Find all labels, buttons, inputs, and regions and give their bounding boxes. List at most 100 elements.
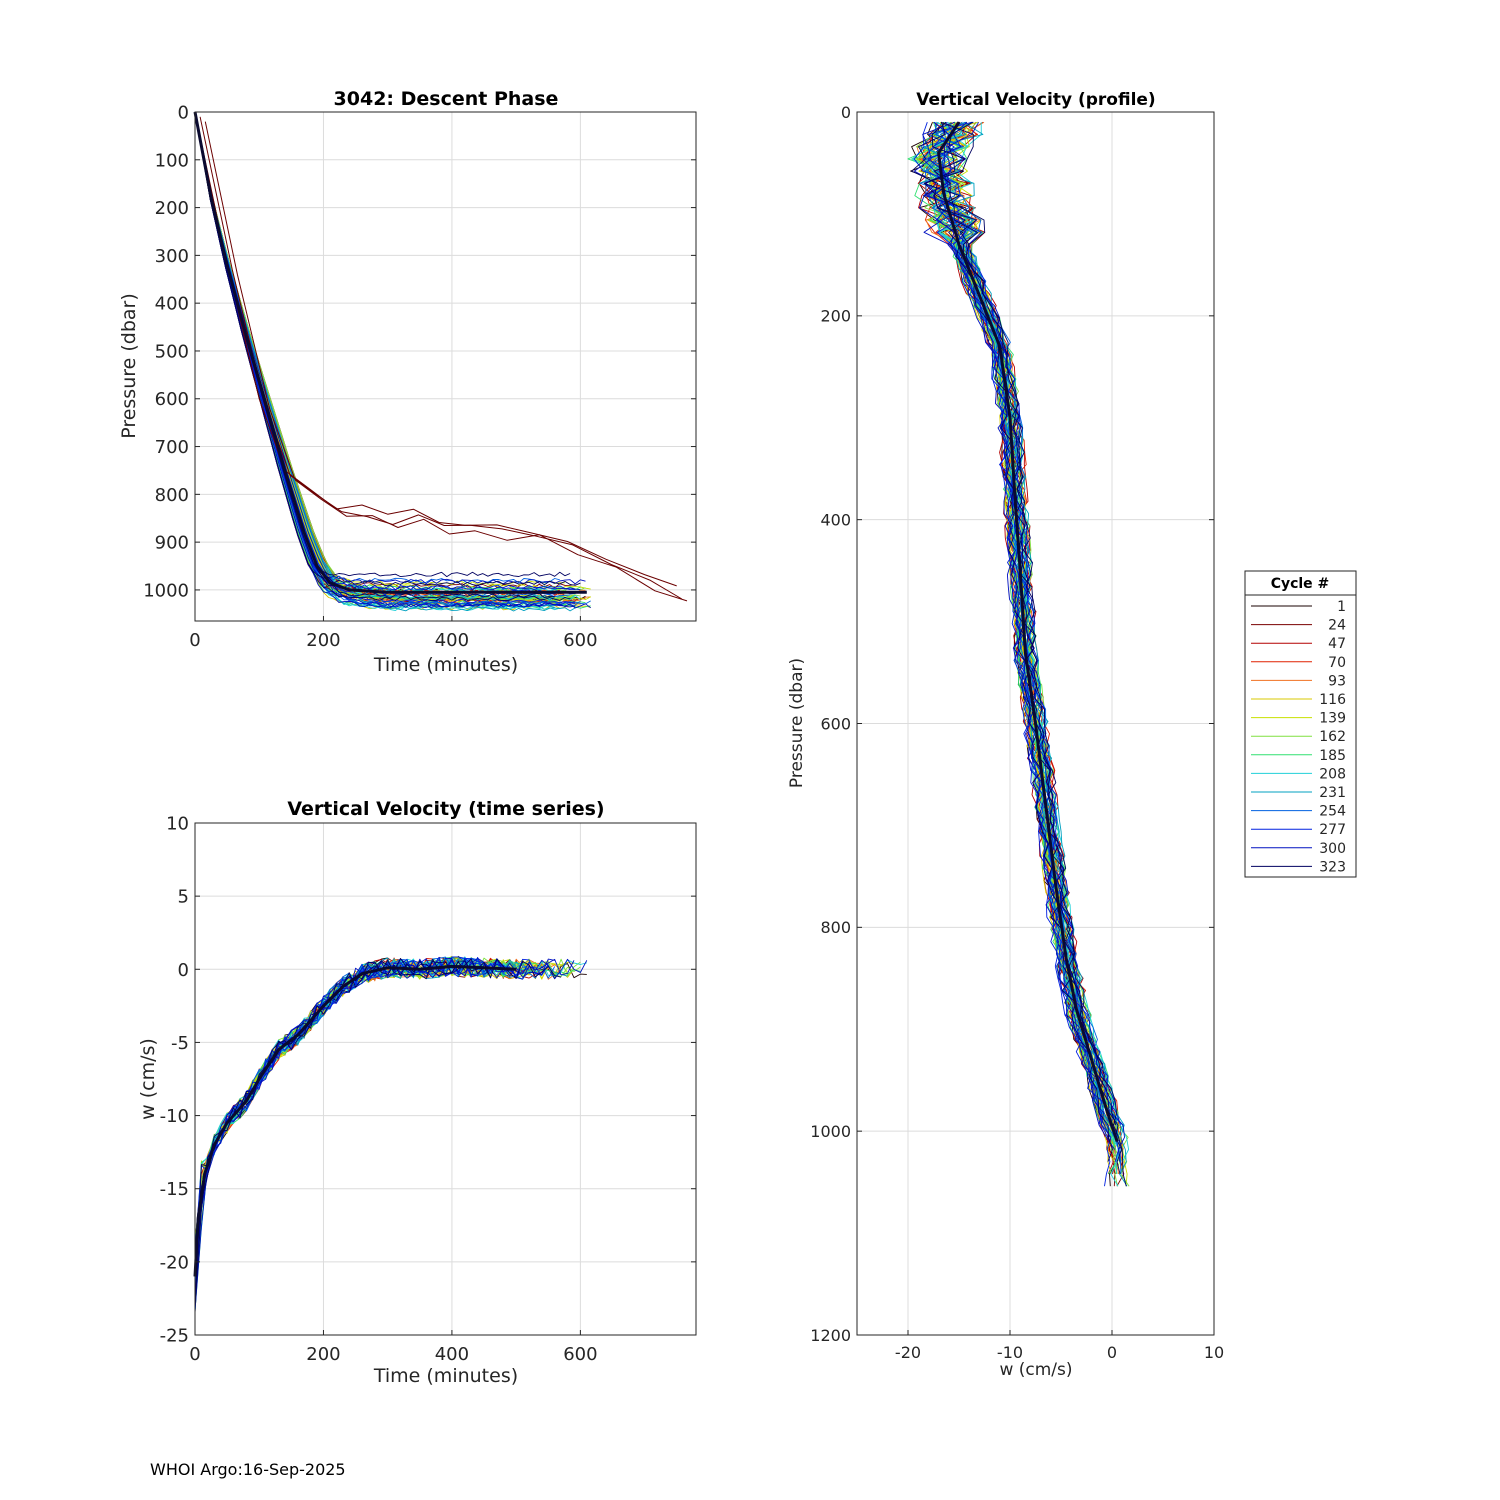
legend-label: 47 bbox=[1328, 636, 1346, 652]
velocity-trace bbox=[194, 957, 549, 1269]
velocity-trace bbox=[194, 955, 575, 1296]
y-tick-label: 700 bbox=[155, 437, 189, 458]
x-tick-label: 0 bbox=[189, 1344, 200, 1365]
y-tick-label: 800 bbox=[155, 485, 189, 506]
y-tick-label: 100 bbox=[155, 150, 189, 171]
legend-label: 208 bbox=[1319, 766, 1346, 782]
legend-label: 300 bbox=[1319, 841, 1346, 857]
timeseries-title: Vertical Velocity (time series) bbox=[287, 798, 604, 820]
legend-label: 1 bbox=[1337, 599, 1346, 615]
velocity-mean-trace bbox=[193, 964, 517, 1277]
y-tick-label: 200 bbox=[155, 198, 189, 219]
timeseries-xlabel: Time (minutes) bbox=[373, 1365, 518, 1387]
velocity-trace bbox=[194, 958, 543, 1306]
y-tick-label: 800 bbox=[820, 918, 851, 937]
legend-label: 323 bbox=[1319, 859, 1346, 875]
velocity-trace bbox=[194, 958, 466, 1308]
descent-title: 3042: Descent Phase bbox=[334, 88, 559, 110]
x-tick-label: 10 bbox=[1204, 1343, 1224, 1362]
profile-trace bbox=[915, 121, 1111, 1138]
y-tick-label: 0 bbox=[841, 103, 851, 122]
legend-label: 139 bbox=[1319, 711, 1346, 727]
velocity-trace bbox=[194, 956, 587, 1253]
velocity-trace bbox=[194, 956, 511, 1313]
velocity-trace bbox=[194, 958, 581, 1304]
velocity-trace bbox=[194, 958, 588, 1275]
descent-axes-box bbox=[194, 111, 697, 622]
footer-credit: WHOI Argo:16-Sep-2025 bbox=[150, 1460, 346, 1479]
velocity-trace bbox=[194, 957, 581, 1299]
velocity-timeseries-panel: 0 200 400 600 10 5 0 -5 -10 -15 -20 -25 Vertical Ve… bbox=[137, 798, 697, 1387]
y-tick-label: 1000 bbox=[143, 580, 189, 601]
y-tick-label: 300 bbox=[155, 246, 189, 267]
velocity-trace bbox=[194, 958, 491, 1308]
descent-trace bbox=[194, 111, 591, 609]
y-tick-label: 600 bbox=[820, 714, 851, 733]
y-tick-label: 400 bbox=[155, 294, 189, 315]
x-tick-label: 400 bbox=[435, 1344, 469, 1365]
x-tick-label: 600 bbox=[563, 1344, 597, 1365]
velocity-trace bbox=[194, 956, 504, 1313]
legend-label: 24 bbox=[1328, 618, 1346, 634]
profile-ylabel: Pressure (dbar) bbox=[787, 658, 807, 788]
descent-mean-trace bbox=[193, 111, 587, 594]
y-tick-label: 5 bbox=[178, 887, 189, 908]
timeseries-grid bbox=[194, 822, 696, 1336]
x-tick-label: 0 bbox=[189, 630, 200, 651]
velocity-trace bbox=[194, 956, 568, 1303]
descent-grid bbox=[194, 111, 696, 621]
velocity-trace bbox=[194, 957, 511, 1287]
profile-series bbox=[907, 121, 1130, 1187]
velocity-trace bbox=[194, 957, 575, 1311]
y-tick-label: 10 bbox=[166, 813, 189, 834]
timeseries-axes-box bbox=[194, 822, 697, 1336]
legend-title: Cycle # bbox=[1271, 576, 1330, 592]
descent-ticks: 0 200 400 600 0 100 200 300 400 500 600 700 800 900 10… bbox=[143, 102, 696, 651]
velocity-trace bbox=[194, 958, 562, 1285]
x-tick-label: 0 bbox=[1107, 1343, 1117, 1362]
profile-xlabel: w (cm/s) bbox=[999, 1360, 1072, 1380]
descent-anomaly-trace bbox=[199, 116, 683, 600]
profile-trace bbox=[911, 122, 1113, 1162]
y-tick-label: 500 bbox=[155, 341, 189, 362]
x-tick-label: 400 bbox=[435, 630, 469, 651]
velocity-trace bbox=[194, 959, 543, 1290]
descent-trace bbox=[194, 111, 576, 608]
velocity-trace bbox=[194, 959, 587, 1296]
x-tick-label: 200 bbox=[306, 1344, 340, 1365]
legend-label: 116 bbox=[1319, 692, 1346, 708]
y-tick-label: 600 bbox=[155, 389, 189, 410]
x-tick-label: 200 bbox=[306, 630, 340, 651]
profile-trace bbox=[913, 121, 1111, 1138]
profile-trace bbox=[931, 121, 1123, 1175]
velocity-trace bbox=[194, 956, 536, 1296]
profile-trace bbox=[924, 121, 1127, 1187]
legend-label: 93 bbox=[1328, 673, 1346, 689]
y-tick-label: -20 bbox=[160, 1252, 189, 1273]
descent-series bbox=[193, 111, 688, 612]
descent-anomaly-trace bbox=[204, 121, 688, 602]
legend-label: 231 bbox=[1319, 785, 1346, 801]
x-tick-label: -20 bbox=[895, 1343, 921, 1362]
legend-entries: 1 24 47 70 93 116 139 162 185 208 231 254 277 300 323 bbox=[1251, 599, 1346, 875]
timeseries-series bbox=[193, 955, 588, 1314]
legend-label: 254 bbox=[1319, 804, 1346, 820]
velocity-trace bbox=[194, 957, 555, 1299]
profile-title: Vertical Velocity (profile) bbox=[916, 90, 1155, 110]
velocity-trace bbox=[194, 960, 562, 1304]
legend-label: 185 bbox=[1319, 748, 1346, 764]
y-tick-label: 1200 bbox=[810, 1326, 851, 1345]
y-tick-label: 900 bbox=[155, 533, 189, 554]
velocity-trace bbox=[194, 958, 543, 1314]
legend-label: 70 bbox=[1328, 655, 1346, 671]
descent-anomaly-trace bbox=[194, 111, 677, 587]
legend-label: 277 bbox=[1319, 822, 1346, 838]
y-tick-label: 0 bbox=[178, 102, 189, 123]
profile-trace bbox=[923, 121, 1114, 1138]
profile-mean-trace bbox=[937, 121, 1119, 1142]
profile-trace bbox=[913, 122, 1103, 1126]
profile-trace bbox=[922, 122, 1121, 1126]
